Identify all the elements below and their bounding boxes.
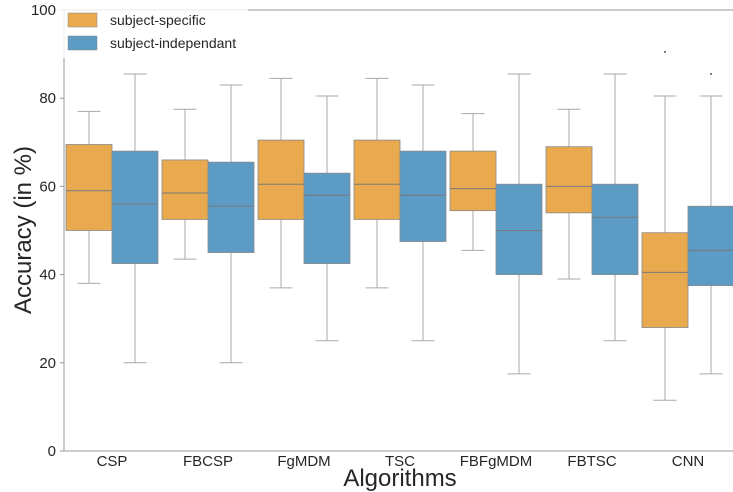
box-body-fbfgmdm-subject-specific [449,150,497,212]
box-tsc-subject-specific [353,77,401,289]
box-fbtsc-subject-independant [591,73,639,342]
box-cnn-subject-independant [687,95,733,375]
legend-label-subject-independant: subject-independant [110,35,236,51]
box-body-cnn-subject-independant [687,205,733,287]
box-fbtsc-subject-specific [545,108,593,280]
x-tick-label-tsc: TSC [385,453,415,470]
box-body-fbcsp-subject-specific [161,159,209,220]
y-tick-label-0: 0 [48,443,56,460]
box-fgmdm-subject-independant [303,95,351,342]
box-fbcsp-subject-independant [207,84,255,364]
box-tsc-subject-independant [399,84,447,342]
y-tick-labels: 0 20 40 60 80 100 [31,2,64,460]
box-body-fgmdm-subject-independant [303,172,351,264]
legend-label-subject-specific: subject-specific [110,12,206,28]
box-body-fbfgmdm-subject-independant [495,183,543,276]
box-body-tsc-subject-independant [399,150,447,242]
legend: subject-specific subject-independant [60,6,248,58]
y-tick-label-40: 40 [39,267,56,284]
box-body-fbcsp-subject-independant [207,161,255,253]
box-plots [65,50,733,401]
x-tick-label-cnn: CNN [672,453,705,470]
outlier-cnn-subject-specific [664,50,666,53]
box-body-csp-subject-specific [65,144,113,231]
box-csp-subject-specific [65,110,113,284]
box-body-tsc-subject-specific [353,139,401,220]
legend-swatch-subject-independant [67,35,98,51]
box-body-csp-subject-independant [111,150,159,264]
box-fbfgmdm-subject-independant [495,73,543,375]
box-fgmdm-subject-specific [257,77,305,289]
x-tick-label-fbcsp: FBCSP [183,453,233,470]
legend-swatch-subject-specific [67,12,98,28]
x-tick-label-fgmdm: FgMDM [277,453,330,470]
y-tick-label-100: 100 [31,2,56,19]
x-tick-label-csp: CSP [97,453,128,470]
box-body-fbtsc-subject-specific [545,146,593,214]
box-body-fbtsc-subject-independant [591,183,639,276]
y-tick-label-60: 60 [39,178,56,195]
box-body-fgmdm-subject-specific [257,139,305,220]
x-axis-title: Algorithms [343,465,456,492]
box-body-cnn-subject-specific [641,232,689,328]
box-cnn-subject-specific [641,95,689,401]
box-fbfgmdm-subject-specific [449,113,497,251]
x-tick-label-fbtsc: FBTSC [567,453,616,470]
x-tick-labels: CSP FBCSP FgMDM TSC FBFgMDM FBTSC CNN [97,453,705,470]
box-fbcsp-subject-specific [161,108,209,260]
x-tick-label-fbfgmdm: FBFgMDM [460,453,533,470]
y-axis-title: Accuracy (in %) [10,146,37,314]
y-tick-label-20: 20 [39,355,56,372]
outlier-cnn-subject-independant [710,72,712,75]
box-csp-subject-independant [111,73,159,364]
y-tick-label-80: 80 [39,90,56,107]
